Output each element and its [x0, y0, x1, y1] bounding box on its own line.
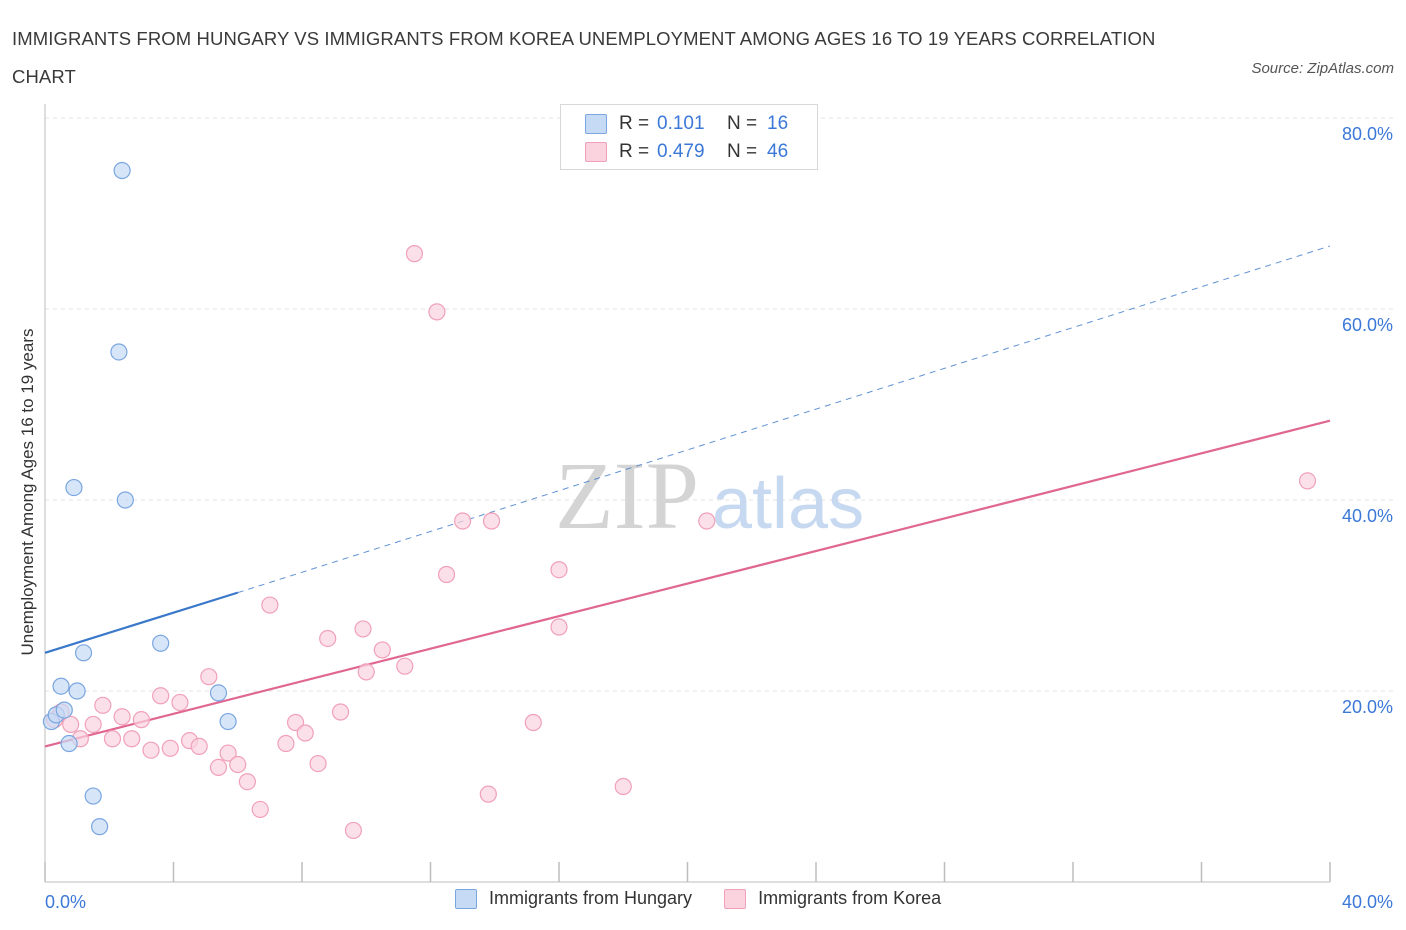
point-hungary — [68, 682, 86, 700]
y-tick-label: 60.0% — [1342, 315, 1393, 335]
point-korea — [62, 715, 80, 734]
point-hungary — [219, 712, 237, 731]
point-korea — [524, 713, 542, 732]
n-value-hungary: 16 — [767, 113, 789, 134]
point-korea — [428, 303, 446, 321]
point-korea — [614, 777, 632, 796]
point-korea — [1298, 472, 1317, 490]
point-korea — [152, 687, 170, 705]
trend-line-korea — [44, 419, 1331, 748]
y-tick-label: 80.0% — [1342, 124, 1393, 144]
legend-item-korea[interactable]: Immigrants from Korea — [724, 888, 941, 909]
x-tick-label-min: 0.0% — [45, 892, 86, 912]
point-korea — [113, 708, 131, 726]
r-value-hungary: 0.101 — [657, 113, 705, 134]
point-hungary — [55, 701, 73, 719]
source-note: Source: ZipAtlas.com — [1251, 60, 1394, 77]
point-hungary — [52, 677, 70, 695]
swatch-hungary — [585, 114, 607, 134]
y-tick-label: 20.0% — [1342, 697, 1393, 717]
trend-line-hungary — [44, 591, 239, 654]
point-korea — [354, 620, 372, 638]
n-label: N = — [727, 141, 758, 162]
point-korea — [698, 512, 716, 530]
tick-labels: 20.0% 40.0% 60.0% 80.0% 0.0% 40.0% — [45, 124, 1393, 912]
legend-swatch-hungary — [455, 888, 477, 909]
point-korea — [357, 663, 375, 681]
point-korea — [344, 821, 362, 840]
chart-title: IMMIGRANTS FROM HUNGARY VS IMMIGRANTS FR… — [12, 28, 1156, 87]
point-korea — [261, 596, 279, 614]
y-tick-label: 40.0% — [1342, 506, 1393, 526]
data-points — [42, 161, 1317, 840]
point-hungary — [209, 684, 228, 702]
point-hungary — [65, 478, 83, 497]
gridlines — [45, 117, 1395, 692]
n-value-korea: 46 — [767, 141, 789, 162]
point-korea — [190, 737, 208, 755]
point-korea — [437, 565, 456, 584]
point-hungary — [152, 634, 170, 652]
point-hungary — [113, 161, 131, 180]
watermark-atlas: atlas — [712, 464, 864, 544]
stats-legend: R = 0.101 N = 16 R = 0.479 N = 46 — [560, 104, 818, 170]
point-hungary — [91, 818, 109, 836]
point-hungary — [84, 787, 102, 805]
point-korea — [200, 668, 218, 686]
point-korea — [277, 734, 295, 753]
trend-lines — [44, 245, 1331, 748]
legend-label-korea: Immigrants from Korea — [758, 888, 942, 908]
point-korea — [103, 730, 122, 748]
point-korea — [238, 773, 256, 791]
point-korea — [286, 713, 305, 732]
point-korea — [550, 618, 568, 636]
point-korea — [219, 744, 237, 762]
point-korea — [123, 730, 141, 748]
point-korea — [251, 800, 269, 819]
point-korea — [296, 724, 314, 742]
r-label: R = — [619, 141, 650, 162]
point-korea — [161, 739, 179, 757]
point-korea — [550, 561, 568, 579]
legend-label-hungary: Immigrants from Hungary — [489, 888, 693, 908]
series-legend: Immigrants from Hungary Immigrants from … — [455, 888, 973, 909]
trend-line-hungary-extension — [237, 245, 1331, 594]
point-korea — [396, 657, 414, 675]
point-korea — [84, 715, 102, 734]
axes — [44, 104, 1331, 883]
point-korea — [373, 641, 391, 659]
point-korea — [405, 245, 424, 263]
point-korea — [454, 512, 472, 530]
legend-item-hungary[interactable]: Immigrants from Hungary — [455, 888, 692, 909]
point-korea — [309, 754, 327, 773]
point-korea — [482, 512, 501, 530]
point-korea — [142, 741, 160, 759]
point-korea — [319, 629, 337, 648]
point-korea — [94, 696, 112, 714]
stats-row-hungary: R = 0.101 N = 16 — [585, 112, 788, 136]
point-korea — [171, 693, 189, 712]
swatch-korea — [585, 142, 607, 162]
stats-row-korea: R = 0.479 N = 46 — [585, 140, 788, 164]
point-hungary — [74, 644, 93, 662]
point-korea — [132, 711, 150, 729]
point-korea — [209, 758, 228, 777]
r-label: R = — [619, 113, 650, 134]
point-hungary — [110, 343, 128, 361]
r-value-korea: 0.479 — [657, 141, 705, 162]
point-korea — [229, 755, 247, 774]
legend-swatch-korea — [724, 888, 747, 909]
point-hungary — [60, 734, 78, 753]
point-korea — [479, 785, 497, 803]
point-hungary — [116, 491, 134, 509]
x-tick-label-max: 40.0% — [1342, 892, 1393, 912]
watermark-zip: ZIP — [555, 442, 699, 549]
n-label: N = — [727, 113, 758, 134]
point-korea — [331, 703, 350, 721]
